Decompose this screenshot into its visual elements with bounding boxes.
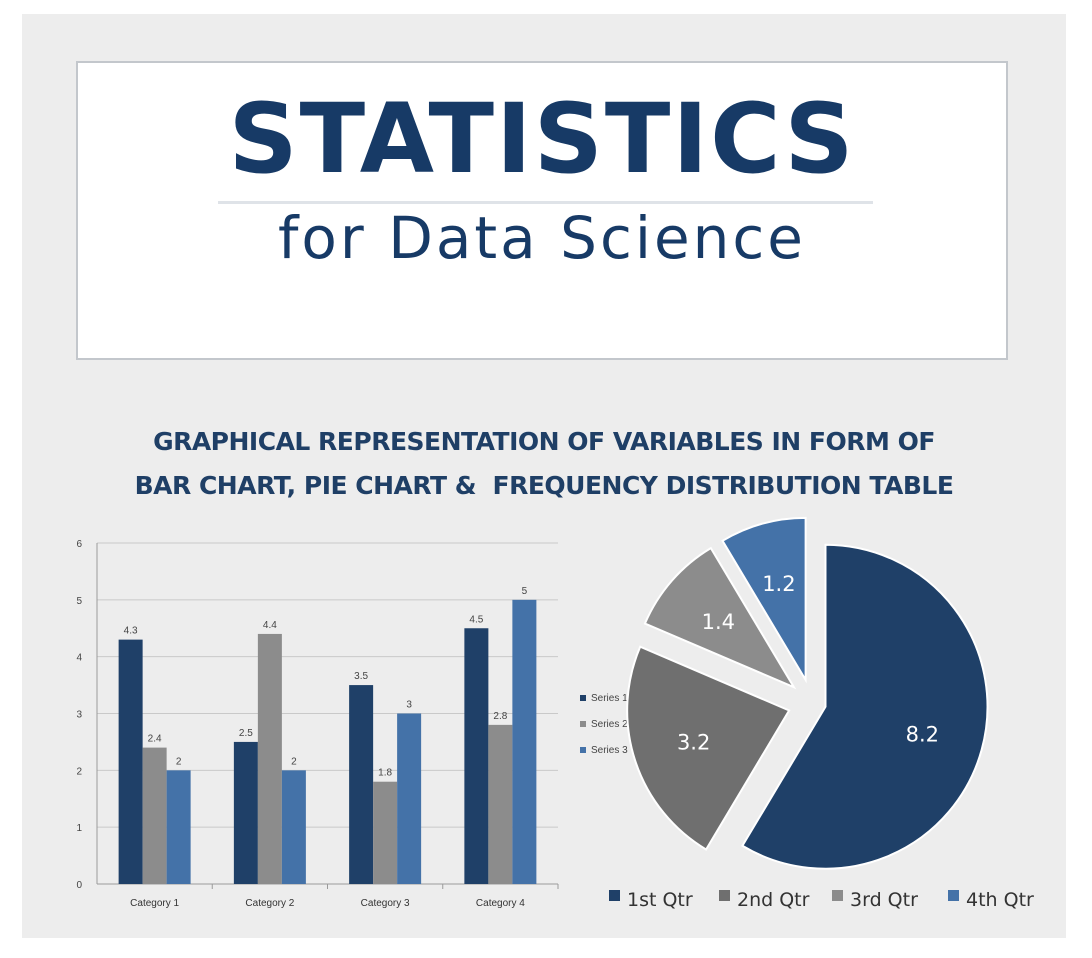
y-tick-label: 1: [76, 823, 82, 834]
legend-label: 4th Qtr: [966, 889, 1034, 911]
pie-slice: [741, 543, 989, 870]
bar: [397, 713, 422, 884]
bar: [464, 628, 489, 884]
bar-data-label: 3: [406, 700, 412, 711]
x-tick-label: Category 1: [130, 898, 179, 909]
bar-data-label: 2.8: [493, 711, 507, 722]
bar-data-label: 5: [522, 586, 528, 597]
pie-data-label: 1.2: [762, 572, 795, 596]
x-tick-label: Category 4: [476, 898, 525, 909]
bar-data-label: 3.5: [354, 671, 368, 682]
legend-swatch: [948, 890, 959, 901]
bar-data-label: 4.3: [124, 626, 138, 637]
legend-swatch: [832, 890, 843, 901]
pie-slice: [721, 516, 807, 684]
y-tick-label: 2: [76, 766, 82, 777]
section-heading-line-1: GRAPHICAL REPRESENTATION OF VARIABLES IN…: [153, 427, 935, 456]
legend-swatch: [580, 721, 586, 727]
bar: [257, 633, 282, 884]
legend-label: Series 3: [591, 745, 628, 756]
bar-data-label: 2.5: [239, 728, 253, 739]
y-tick-label: 6: [76, 539, 82, 550]
pie-data-label: 1.4: [702, 610, 735, 634]
x-tick-label: Category 3: [361, 898, 410, 909]
legend-swatch: [580, 695, 586, 701]
bar: [373, 781, 398, 884]
pie-slice: [626, 645, 791, 851]
bar: [233, 741, 258, 884]
bar-data-label: 2: [291, 756, 297, 767]
bar-data-label: 4.5: [469, 614, 483, 625]
bar: [349, 685, 374, 884]
legend-label: Series 1: [591, 693, 628, 704]
legend-label: 1st Qtr: [627, 889, 693, 911]
legend-label: 3rd Qtr: [850, 889, 918, 911]
legend-label: 2nd Qtr: [737, 889, 810, 911]
x-tick-label: Category 2: [245, 898, 294, 909]
page-subtitle: for Data Science: [278, 204, 806, 272]
bar: [118, 639, 143, 884]
section-heading-line-2: BAR CHART, PIE CHART & FREQUENCY DISTRIB…: [134, 471, 954, 500]
y-tick-label: 5: [76, 596, 82, 607]
legend-label: Series 2: [591, 719, 628, 730]
pie-data-label: 8.2: [906, 722, 939, 746]
bar-data-label: 2: [176, 756, 182, 767]
bar: [142, 747, 167, 884]
legend-swatch: [580, 747, 586, 753]
bar-data-label: 1.8: [378, 768, 392, 779]
legend-swatch: [609, 890, 620, 901]
y-tick-label: 0: [76, 880, 82, 891]
page-title: STATISTICS: [228, 83, 856, 195]
bar: [281, 770, 306, 884]
y-tick-label: 4: [76, 653, 82, 664]
bar: [488, 724, 513, 884]
section-heading: GRAPHICAL REPRESENTATION OF VARIABLES IN…: [22, 420, 1066, 508]
bar-data-label: 4.4: [263, 620, 277, 631]
legend-swatch: [719, 890, 730, 901]
bar-data-label: 2.4: [148, 734, 162, 745]
pie-slice: [643, 546, 797, 690]
bar: [512, 599, 537, 884]
y-tick-label: 3: [76, 710, 82, 721]
title-divider: [218, 201, 873, 204]
title-box: STATISTICS for Data Science: [76, 61, 1008, 360]
bar: [166, 770, 191, 884]
pie-data-label: 3.2: [677, 730, 710, 754]
